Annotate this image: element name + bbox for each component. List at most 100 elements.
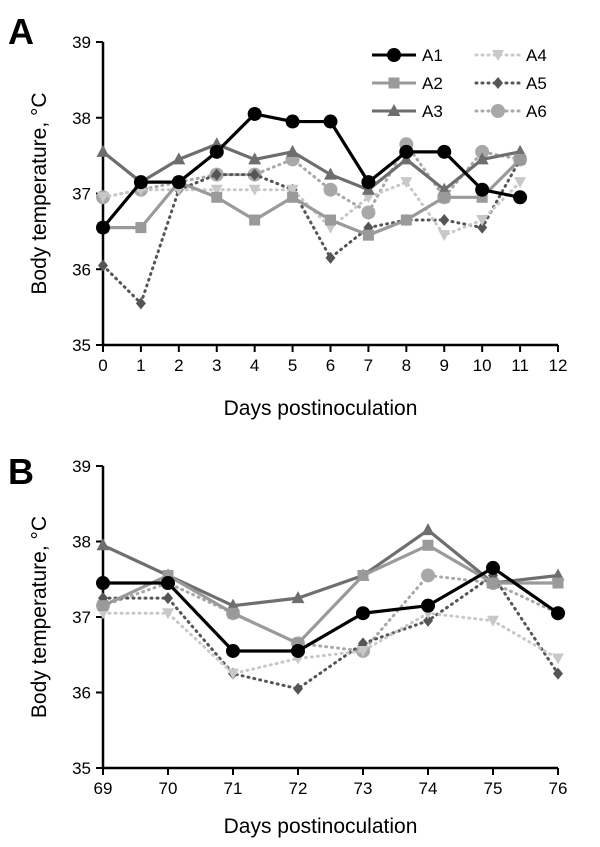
data-point — [247, 106, 262, 121]
legend-marker — [387, 104, 401, 116]
data-point — [293, 682, 303, 695]
y-tick-label: 37 — [72, 608, 91, 627]
data-point — [361, 175, 376, 190]
data-point — [96, 538, 110, 551]
data-point — [362, 192, 375, 204]
series-line — [102, 543, 558, 646]
panel-b: B 35 36 37 38 39 69 70 71 72 73 74 75 76 Days postinoc… — [8, 451, 567, 838]
data-point — [399, 144, 414, 159]
data-point — [357, 645, 369, 657]
y-tick-label: 35 — [72, 336, 91, 355]
data-point — [437, 144, 452, 159]
data-point — [487, 577, 499, 589]
x-axis-title: Days postinoculation — [224, 397, 418, 420]
legend-item-a5: A5 — [474, 74, 547, 93]
data-point — [513, 144, 527, 157]
x-tick-label: 5 — [288, 356, 297, 375]
data-point — [161, 576, 175, 591]
data-point — [422, 539, 434, 551]
y-tick-label: 36 — [72, 684, 91, 703]
data-point — [439, 214, 450, 227]
legend-marker — [388, 77, 400, 89]
data-point — [162, 608, 174, 620]
y-tick-label: 37 — [72, 185, 91, 204]
data-point — [438, 191, 450, 203]
x-tick-label: 70 — [159, 779, 178, 798]
data-point — [96, 220, 110, 235]
legend-label: A3 — [422, 102, 443, 121]
legend-marker — [492, 50, 504, 61]
y-tick-label: 39 — [72, 33, 91, 52]
data-point — [513, 190, 528, 205]
data-point — [323, 182, 338, 197]
y-axis-title: Body temperature, °C — [28, 516, 51, 718]
data-point — [551, 606, 565, 621]
x-tick-label: 11 — [511, 356, 529, 375]
data-point — [171, 175, 186, 190]
data-point — [362, 229, 374, 241]
data-point — [287, 191, 299, 203]
data-point — [324, 167, 337, 180]
x-tick-label: 0 — [98, 356, 107, 375]
data-point — [97, 600, 109, 612]
legend-label: A6 — [526, 102, 547, 121]
data-point — [487, 615, 499, 627]
x-tick-label: 7 — [364, 356, 373, 375]
data-point — [356, 606, 370, 621]
series-line — [103, 566, 559, 653]
x-tick-label: 10 — [473, 356, 492, 375]
y-tick-label: 38 — [72, 533, 91, 552]
data-point — [514, 153, 526, 165]
data-point — [357, 569, 369, 581]
data-point — [292, 637, 304, 649]
x-tick-label: 6 — [326, 356, 335, 375]
data-point — [286, 144, 300, 157]
data-point — [227, 607, 239, 619]
y-axis-title: Body temperature, °C — [28, 92, 51, 294]
data-point — [400, 214, 412, 226]
data-point — [475, 182, 490, 197]
data-point — [421, 568, 435, 583]
data-point — [133, 175, 148, 190]
data-point — [96, 576, 110, 591]
legend-marker — [491, 104, 505, 118]
data-point — [423, 614, 433, 627]
data-point — [477, 221, 488, 234]
data-point — [286, 184, 299, 196]
data-point — [514, 177, 527, 189]
x-tick-label: 69 — [94, 779, 113, 798]
data-point — [162, 569, 174, 581]
data-point — [475, 152, 489, 165]
legend-label: A5 — [526, 74, 547, 93]
series-line — [101, 112, 521, 229]
x-tick-label: 76 — [549, 779, 568, 798]
x-tick-label: 75 — [484, 779, 503, 798]
x-tick-label: 3 — [212, 356, 221, 375]
x-tick-label: 9 — [440, 356, 449, 375]
data-point — [438, 230, 451, 242]
legend-marker — [493, 77, 503, 89]
data-point — [325, 214, 336, 226]
data-point — [437, 182, 451, 195]
data-point — [249, 214, 261, 226]
data-point — [476, 215, 489, 227]
legend-label: A4 — [526, 46, 547, 65]
data-point — [135, 222, 147, 234]
data-point — [209, 144, 224, 159]
legend-marker — [387, 48, 401, 62]
data-point — [291, 643, 305, 658]
data-point — [96, 144, 110, 157]
legend-item-a4: A4 — [474, 46, 547, 65]
data-point — [172, 152, 186, 165]
series-line — [101, 611, 560, 676]
data-point — [97, 192, 109, 204]
series-a1 — [96, 106, 528, 235]
x-tick-label: 1 — [136, 356, 145, 375]
legend-label: A1 — [422, 46, 443, 65]
data-point — [135, 297, 146, 310]
data-point — [486, 560, 500, 575]
data-point — [211, 191, 223, 203]
data-point — [248, 184, 261, 196]
